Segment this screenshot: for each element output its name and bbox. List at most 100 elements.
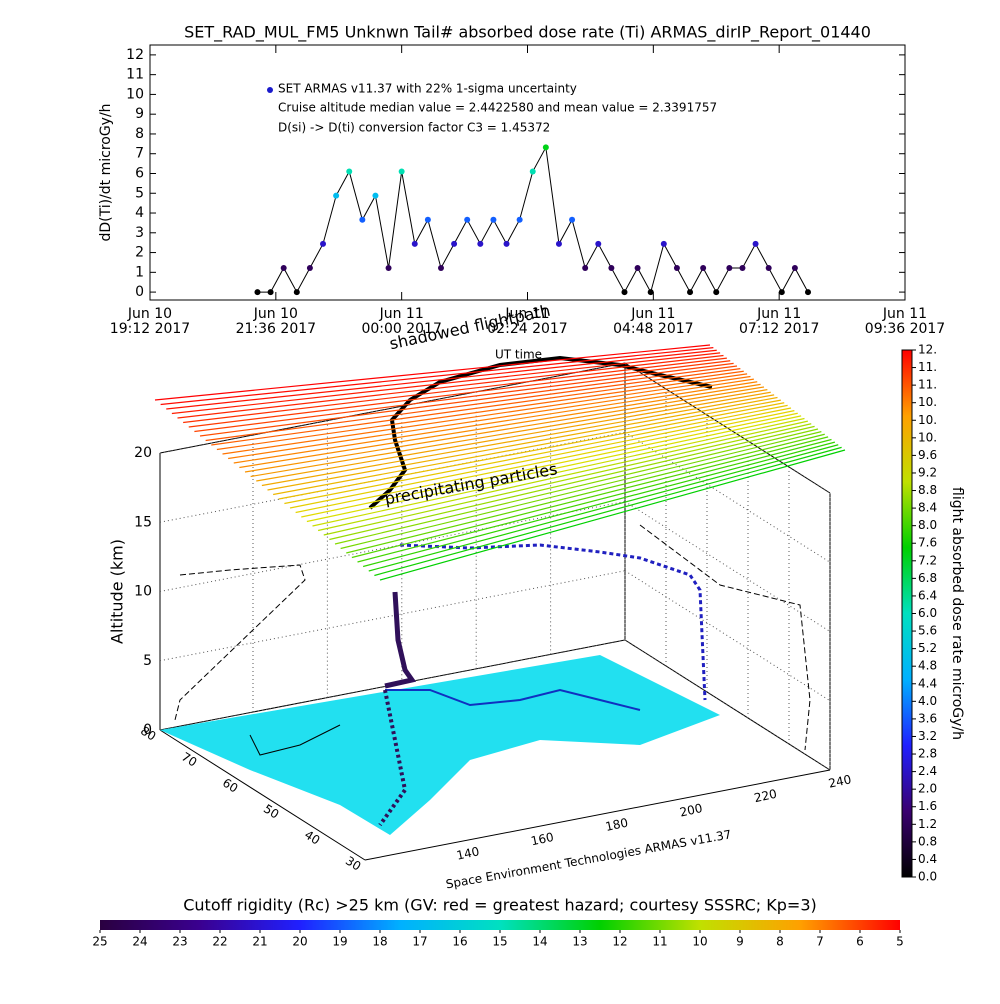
colorbar-tick-label: 6.0 <box>918 606 937 620</box>
y-tick-label: 2 <box>135 245 144 261</box>
plane-line <box>346 433 825 554</box>
x-tick-label: 160 <box>530 830 555 848</box>
colorbar-tick-label: 2.8 <box>918 747 937 761</box>
flight-track-climb <box>384 591 417 689</box>
colorbar-tick-label: 2.0 <box>918 782 937 796</box>
y-axis-label: dD(Ti)/dt microGy/h <box>98 103 114 241</box>
y-tick-label: 3 <box>135 225 144 241</box>
caption: Space Environment Technologies ARMAS v11… <box>445 827 733 891</box>
colorbar-tick-label: 2.4 <box>918 764 937 778</box>
y-tick-label: 7 <box>135 146 144 162</box>
x-tick-label: Jun 10 <box>253 306 298 322</box>
data-point <box>634 264 641 271</box>
plane-line <box>177 354 724 419</box>
colorbar-tick-label: 22 <box>212 935 227 949</box>
colorbar-tick-label: 3.2 <box>918 729 937 743</box>
y-tick-label: 0 <box>135 284 144 300</box>
plane-line <box>362 441 836 568</box>
plane-line <box>211 370 744 446</box>
data-point <box>752 240 759 247</box>
plane-line <box>351 436 829 559</box>
colorbar-tick-label: 0.0 <box>918 870 937 884</box>
plane-line <box>374 446 842 577</box>
y-tick-label: 6 <box>135 165 144 181</box>
data-point <box>437 264 444 271</box>
flight-track-cruise <box>399 543 707 701</box>
colorbar-tick-label: 20 <box>292 935 307 949</box>
data-point <box>791 264 798 271</box>
data-point <box>385 264 392 271</box>
grid-line <box>624 362 831 494</box>
plane-line <box>368 444 839 572</box>
colorbar-tick-label: 10. <box>918 395 937 409</box>
colorbar-tick-label: 1.6 <box>918 799 937 813</box>
plane-line <box>183 357 727 424</box>
grid-line <box>159 501 626 592</box>
plane-line <box>357 438 832 563</box>
plane-line <box>323 423 812 536</box>
plane-line <box>188 360 731 428</box>
x-tick-label: 00:00 2017 <box>361 321 441 337</box>
map-land <box>160 655 720 835</box>
data-point <box>660 240 667 247</box>
plane-line <box>312 417 805 527</box>
data-point <box>398 168 405 175</box>
legend-marker <box>267 87 273 93</box>
data-point <box>293 289 300 296</box>
floor-edge <box>364 769 831 861</box>
shadow-track-right <box>639 524 811 751</box>
x-tick-label: 07:12 2017 <box>739 321 819 337</box>
y-tick-label: 5 <box>135 185 144 201</box>
colorbar-tick-label: 6.4 <box>918 588 937 602</box>
x-tick-label: Jun 11 <box>504 306 549 322</box>
data-point <box>516 216 523 223</box>
colorbar-tick-label: 0.4 <box>918 852 937 866</box>
z-tick-label: 10 <box>134 584 152 600</box>
colorbar-tick-label: 4.4 <box>918 676 937 690</box>
plane-line <box>278 402 785 500</box>
data-point <box>555 240 562 247</box>
data-point <box>490 216 497 223</box>
plane-line <box>250 389 768 478</box>
annotation: UT time <box>495 348 542 362</box>
y-tick-label: 10 <box>126 86 144 102</box>
grid-line <box>159 362 626 454</box>
axes-3d <box>159 362 831 861</box>
x-tick-label: 220 <box>753 787 778 805</box>
plane-line <box>154 344 711 401</box>
colorbar-tick-label: 14 <box>532 935 547 949</box>
colorbar-tick-label: 8.0 <box>918 518 937 532</box>
data-point <box>529 168 536 175</box>
plane-line <box>194 362 734 433</box>
data-point <box>280 264 287 271</box>
y-tick-label: 8 <box>135 126 144 142</box>
colorbar-tick-label: 3.6 <box>918 711 937 725</box>
data-point <box>306 264 313 271</box>
colorbar-tick-label: 16 <box>452 935 467 949</box>
grid-line <box>159 570 626 662</box>
y-tick-label: 40 <box>302 828 322 848</box>
data-point <box>569 216 576 223</box>
plane-line <box>289 407 792 509</box>
x-tick-label: 21:36 2017 <box>236 321 316 337</box>
plane-line <box>267 396 778 491</box>
colorbar-tick-label: 10. <box>918 430 937 444</box>
annotation: Cruise altitude median value = 2.4422580… <box>278 101 717 115</box>
colorbar-tick-label: 12. <box>918 343 937 357</box>
x-tick-label: Jun 11 <box>630 306 675 322</box>
colorbar-tick-label: 21 <box>252 935 267 949</box>
data-point <box>359 216 366 223</box>
x-tick-label: 19:12 2017 <box>110 321 190 337</box>
colorbar-tick-label: 25 <box>92 935 107 949</box>
y-tick-label: 1 <box>135 264 144 280</box>
colorbar-tick-label: 7.6 <box>918 536 937 550</box>
data-point <box>424 216 431 223</box>
data-point <box>687 289 694 296</box>
plane-line <box>261 394 775 487</box>
colorbar-tick-label: 9.2 <box>918 465 937 479</box>
y-tick-label: 30 <box>343 854 363 874</box>
y-tick-label: 12 <box>126 47 144 63</box>
plane-line <box>228 378 754 460</box>
colorbar-tick-label: 4.0 <box>918 694 937 708</box>
data-point <box>726 264 733 271</box>
